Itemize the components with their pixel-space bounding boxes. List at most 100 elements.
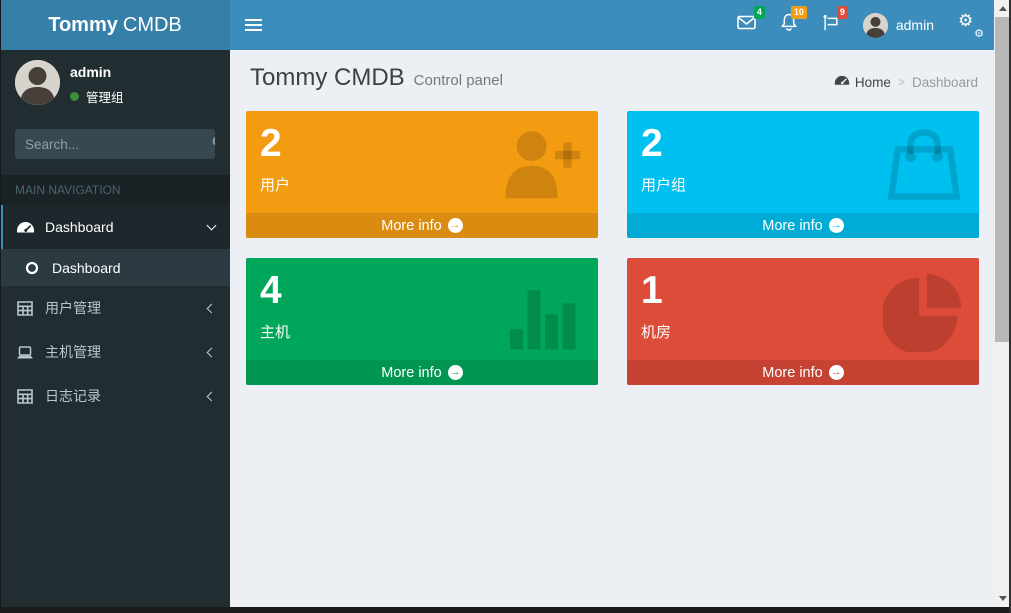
tasks-badge: 9 [836,6,848,19]
breadcrumb: Home > Dashboard [834,74,978,90]
stat-value: 2 [260,122,282,165]
dashboard-icon [15,220,35,235]
stat-label: 机房 [641,323,672,341]
sidebar-search [15,129,215,159]
sidebar-item-dashboard[interactable]: Dashboard [0,205,230,249]
notifications-badge: 10 [790,6,807,19]
logo-bold: Tommy [48,13,118,36]
content-area: Tommy CMDB Control panel Home > Dashboar… [230,50,994,607]
more-info-label: More info [381,217,442,234]
arrow-circle-right-icon: → [828,218,844,233]
stat-box-users: 2 用户 More info → [246,111,598,238]
chevron-left-icon [206,303,217,313]
window-right-edge [1009,0,1011,613]
chevron-down-icon [206,220,217,230]
more-info-link[interactable]: More info → [246,360,598,385]
flag-icon [822,14,839,36]
arrow-circle-right-icon: → [828,365,844,380]
sidebar-item-label: 日志记录 [45,388,101,404]
chevron-left-icon [206,347,217,357]
breadcrumb-current: Dashboard [911,74,978,90]
stat-box-user-groups: 2 用户组 More info → [627,111,979,238]
notifications-menu[interactable]: 10 [768,0,810,50]
sidebar-item-label: 主机管理 [45,344,101,360]
sidebar-item-label: 用户管理 [45,300,101,316]
table-icon [15,300,35,316]
sidebar: admin 管理组 MAIN NAVIGATION Dashb [0,50,230,607]
sidebar-user-avatar [15,60,60,105]
more-info-label: More info [762,217,823,234]
more-info-link[interactable]: More info → [627,360,979,385]
stat-box-server-rooms: 1 机房 More info → [627,258,979,385]
stat-label: 主机 [260,323,291,341]
user-avatar [862,12,888,38]
search-icon [212,135,215,153]
sidebar-subitem-dashboard[interactable]: Dashboard [0,249,230,286]
more-info-label: More info [762,364,823,381]
breadcrumb-home-label: Home [854,74,891,90]
sidebar-user-panel: admin 管理组 [0,50,230,116]
stat-value: 1 [641,269,663,312]
app-logo[interactable]: Tommy CMDB [0,0,230,50]
user-status[interactable]: 管理组 [70,87,124,106]
bar-chart-icon [510,286,582,355]
more-info-link[interactable]: More info → [246,213,598,238]
sidebar-username: admin [70,64,112,80]
sidebar-item-user-management[interactable]: 用户管理 [0,286,230,330]
gears-icon: ⚙ ⚙ [958,11,984,40]
sidebar-item-host-management[interactable]: 主机管理 [0,330,230,374]
tasks-menu[interactable]: 9 [810,0,851,50]
dashboard-icon [834,74,850,90]
navbar-right-menu: 4 10 9 admin ⚙ [725,0,994,50]
person-add-icon [498,125,582,204]
sidebar-subitem-label: Dashboard [52,259,121,276]
stat-label: 用户 [260,176,291,194]
arrow-circle-right-icon: → [447,365,463,380]
sidebar-menu: MAIN NAVIGATION Dashboard Dashboard [0,175,230,418]
table-icon [15,388,35,404]
online-status-icon [70,92,79,101]
more-info-label: More info [381,364,442,381]
page-subtitle: Control panel [413,72,503,89]
vertical-scrollbar[interactable] [994,0,1011,607]
sidebar-item-label: Dashboard [45,219,114,235]
logo-rest: CMDB [122,13,182,36]
window-left-edge [0,0,1,613]
envelope-icon [737,15,756,35]
search-input[interactable] [15,129,212,159]
top-navbar: Tommy CMDB 4 10 9 [0,0,994,50]
navbar-username: admin [895,17,934,33]
scrollbar-thumb[interactable] [995,17,1010,342]
breadcrumb-separator: > [897,75,905,89]
stat-label: 用户组 [641,176,687,194]
search-button[interactable] [212,129,215,159]
sidebar-item-log-records[interactable]: 日志记录 [0,374,230,418]
content-header: Tommy CMDB Control panel [250,64,503,92]
page-title: Tommy CMDB [250,64,405,91]
dashboard-submenu: Dashboard [0,249,230,286]
window-bottom-edge [0,607,1011,613]
triangle-up-icon [998,6,1007,11]
messages-menu[interactable]: 4 [725,0,768,50]
stat-box-hosts: 4 主机 More info → [246,258,598,385]
stat-value: 2 [641,122,663,165]
scroll-down-button[interactable] [994,590,1011,607]
nav-section-header: MAIN NAVIGATION [0,175,230,205]
user-menu[interactable]: admin [851,0,946,50]
more-info-link[interactable]: More info → [627,213,979,238]
pie-chart-icon [881,272,963,357]
sidebar-toggle-button[interactable] [230,0,276,50]
messages-badge: 4 [753,6,765,19]
settings-menu[interactable]: ⚙ ⚙ [946,0,994,50]
triangle-down-icon [998,596,1007,601]
breadcrumb-home-link[interactable]: Home [834,74,891,90]
stat-value: 4 [260,269,282,312]
circle-icon [22,261,42,275]
hamburger-icon [244,19,262,21]
chevron-left-icon [206,391,217,401]
scroll-up-button[interactable] [994,0,1011,17]
arrow-circle-right-icon: → [447,218,463,233]
bag-icon [885,125,963,206]
laptop-icon [15,345,35,360]
